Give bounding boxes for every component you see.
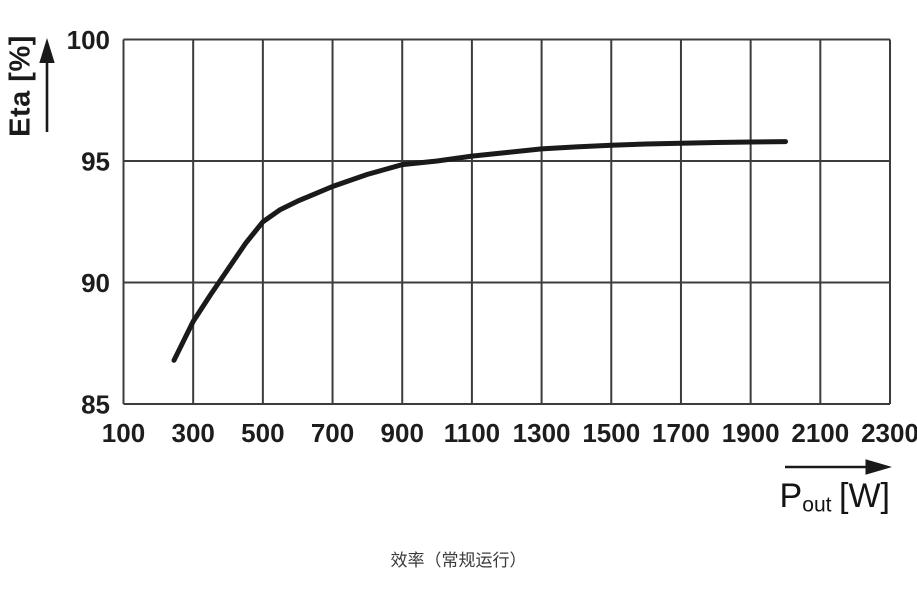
x-tick-label: 100 [102,418,145,448]
efficiency-curve [171,139,788,363]
x-tick-label: 1500 [582,418,640,448]
x-tick-label: 1100 [444,418,500,448]
figure-caption: 效率（常规运行） [390,551,527,570]
x-tick-label: 500 [241,418,284,448]
x-tick-label: 2100 [791,418,849,448]
x-axis-arrow-icon [785,459,892,475]
x-tick-label: 900 [381,418,424,448]
x-tick-label: 700 [311,418,354,448]
x-tick-label: 1300 [513,418,571,448]
y-tick-label: 100 [67,25,110,55]
x-axis-label-symbol: P [779,477,803,515]
x-axis-label: Pout [W] [780,477,890,518]
y-axis-arrow-icon [39,38,55,132]
y-tick-label: 85 [81,389,110,419]
y-axis-arrow-head [39,38,55,63]
x-tick-label: 1900 [722,418,780,448]
x-tick-label: 300 [171,418,214,448]
x-axis-arrow-head [865,459,892,475]
x-axis-label-unit: [W] [839,477,890,515]
x-tick-label: 1700 [652,418,710,448]
y-tick-label: 90 [81,268,110,298]
x-tick-label: 2300 [861,418,917,448]
y-axis-label: Eta [%] [4,35,37,137]
x-axis-label-subscript: out [802,493,832,517]
y-tick-label: 95 [81,146,110,176]
